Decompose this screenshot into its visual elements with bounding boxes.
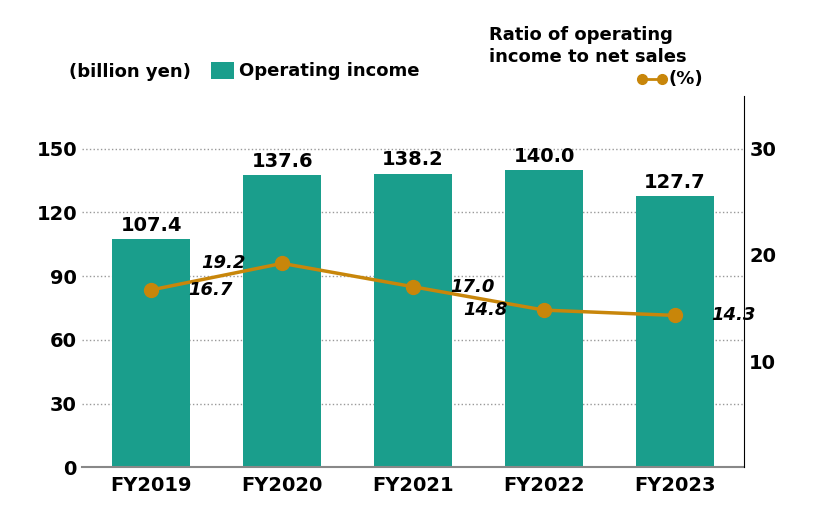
Text: 17.0: 17.0 [450,278,494,296]
Text: 14.8: 14.8 [463,301,507,319]
Text: Operating income: Operating income [240,62,420,80]
Text: 127.7: 127.7 [644,173,706,192]
Text: 138.2: 138.2 [382,150,444,169]
Text: 14.3: 14.3 [712,306,756,324]
Bar [112,239,191,467]
Text: (%): (%) [668,70,703,88]
Bar [505,170,583,467]
Bar [374,174,452,467]
Bar [636,196,714,467]
Text: (billion yen): (billion yen) [69,63,191,81]
Text: 137.6: 137.6 [251,152,313,171]
Text: 16.7: 16.7 [188,281,232,299]
Text: 19.2: 19.2 [201,254,245,272]
Text: 107.4: 107.4 [120,216,182,235]
Text: 140.0: 140.0 [514,147,575,166]
FancyBboxPatch shape [211,62,234,79]
Bar [243,175,321,467]
Text: Ratio of operating
income to net sales: Ratio of operating income to net sales [489,25,687,66]
